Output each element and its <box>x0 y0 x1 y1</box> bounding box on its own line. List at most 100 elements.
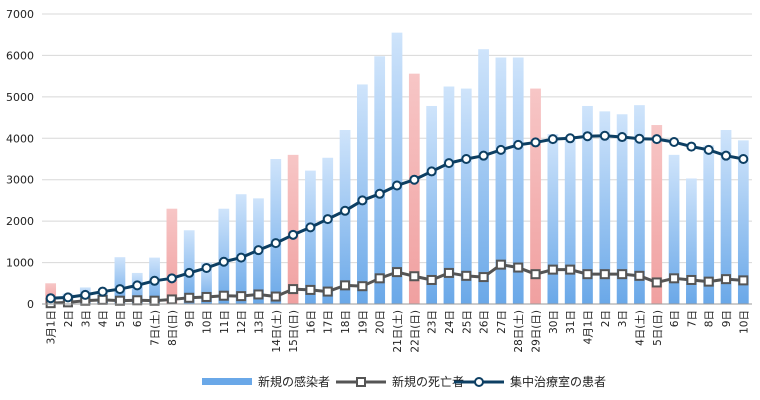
icu-point <box>166 273 177 284</box>
icu-point <box>461 154 472 164</box>
deaths-point <box>478 272 489 283</box>
deaths-point <box>738 275 749 286</box>
x-tick-label: 21日(土) <box>391 310 404 353</box>
bar-new-cases <box>218 208 230 304</box>
deaths-point <box>374 273 385 284</box>
bar-new-cases <box>703 145 715 304</box>
x-tick-label: 24日 <box>444 310 456 334</box>
bar-new-cases <box>391 32 403 305</box>
icu-point <box>97 286 108 297</box>
bar-new-cases <box>530 88 541 304</box>
x-tick-label: 18日 <box>340 310 352 334</box>
bar-new-cases <box>270 159 282 304</box>
x-tick-label: 6日 <box>669 310 681 327</box>
bar-new-cases <box>235 194 247 304</box>
deaths-point <box>357 281 368 292</box>
icu-point <box>669 137 680 148</box>
deaths-point <box>686 274 697 285</box>
icu-point <box>721 150 732 161</box>
bar-new-cases <box>634 105 645 305</box>
x-tick-label: 31日 <box>565 310 577 334</box>
icu-point <box>426 166 437 177</box>
bar-new-cases <box>582 105 593 304</box>
deaths-point <box>340 280 351 291</box>
legend-label-icu: 集中治療室の患者 <box>510 374 606 389</box>
deaths-point <box>582 269 593 280</box>
x-tick-label: 4日 <box>98 310 110 327</box>
deaths-point <box>443 267 454 278</box>
deaths-point <box>530 269 541 280</box>
deaths-point <box>495 259 506 270</box>
deaths-point <box>114 295 125 306</box>
x-tick-label: 17日 <box>323 310 335 334</box>
bar-new-cases <box>426 105 438 304</box>
deaths-point <box>669 273 680 284</box>
x-tick-label: 2日 <box>600 310 612 327</box>
bar-new-cases <box>564 136 576 304</box>
x-tick-label: 20日 <box>375 310 387 334</box>
deaths-point <box>149 295 160 306</box>
icu-point <box>322 214 333 225</box>
x-tick-label: 3日 <box>617 310 629 327</box>
bar-new-cases <box>651 125 663 305</box>
icu-point <box>270 238 281 249</box>
deaths-point <box>270 291 281 302</box>
icu-point <box>114 284 125 295</box>
x-axis: 3月1日 2日 3日 4日 5日 6日 7日(土) 8日(日) 9日 10日 11日 12日 13日 14… <box>46 310 751 353</box>
icu-point <box>599 130 610 141</box>
deaths-point <box>392 267 402 278</box>
icu-point <box>184 267 195 278</box>
deaths-point <box>634 270 645 281</box>
bar-new-cases <box>599 111 611 304</box>
deaths-point <box>97 294 108 305</box>
icu-point <box>218 256 229 267</box>
x-tick-label: 2日 <box>63 310 75 327</box>
x-tick-label: 25日 <box>461 310 473 334</box>
y-tick-label: 5000 <box>6 91 34 104</box>
x-tick-label: 13日 <box>253 310 265 334</box>
icu-point <box>132 280 143 291</box>
deaths-point <box>253 289 264 300</box>
icu-point <box>651 134 662 145</box>
x-tick-label: 7日 <box>686 310 698 327</box>
deaths-point <box>166 294 177 305</box>
x-tick-label: 11日 <box>219 310 231 334</box>
legend-swatch-icu-marker <box>474 377 484 387</box>
icu-point <box>513 139 524 150</box>
x-tick-label: 10日 <box>202 310 214 334</box>
deaths-point <box>617 269 628 280</box>
bar-new-cases <box>183 230 195 304</box>
deaths-point <box>288 284 299 295</box>
x-tick-label: 9日 <box>184 310 196 327</box>
bar-new-cases <box>720 130 732 304</box>
bar-new-cases <box>339 130 351 304</box>
bar-new-cases <box>287 154 299 304</box>
bar-new-cases <box>686 178 697 304</box>
y-tick-label: 0 <box>27 298 34 311</box>
legend-swatch-cases <box>202 378 252 385</box>
bar-new-cases <box>408 73 420 305</box>
icu-point <box>686 141 697 152</box>
x-tick-label: 12日 <box>236 310 248 334</box>
x-tick-label: 6日 <box>132 310 144 327</box>
x-tick-label: 5日(日) <box>652 310 664 346</box>
icu-point <box>236 252 247 263</box>
x-tick-label: 16日 <box>305 310 317 334</box>
x-tick-label: 8日 <box>704 310 716 327</box>
x-tick-label: 15日(日) <box>288 310 300 353</box>
y-tick-label: 6000 <box>6 49 34 62</box>
bar-new-cases <box>512 57 524 304</box>
bar-new-cases <box>443 86 455 304</box>
deaths-point <box>218 290 229 301</box>
y-tick-label: 1000 <box>6 257 34 270</box>
icu-point <box>443 158 454 169</box>
icu-point <box>703 144 714 155</box>
y-tick-label: 2000 <box>6 215 34 228</box>
x-tick-label: 5日 <box>115 310 127 327</box>
icu-point <box>738 154 749 164</box>
bar-new-cases <box>114 257 126 304</box>
x-tick-label: 29日(日) <box>531 310 543 353</box>
x-tick-label: 26日 <box>479 310 491 334</box>
icu-point <box>634 133 645 144</box>
icu-point <box>374 188 385 199</box>
